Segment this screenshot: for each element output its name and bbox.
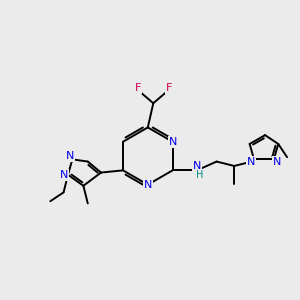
Text: N: N [247, 157, 255, 166]
Text: N: N [168, 137, 177, 147]
Text: N: N [273, 157, 281, 166]
Text: H: H [196, 170, 204, 180]
Text: N: N [193, 161, 201, 171]
Text: F: F [135, 83, 141, 93]
Text: N: N [59, 170, 68, 180]
Text: F: F [166, 83, 172, 93]
Text: N: N [144, 180, 152, 190]
Text: N: N [66, 151, 74, 161]
